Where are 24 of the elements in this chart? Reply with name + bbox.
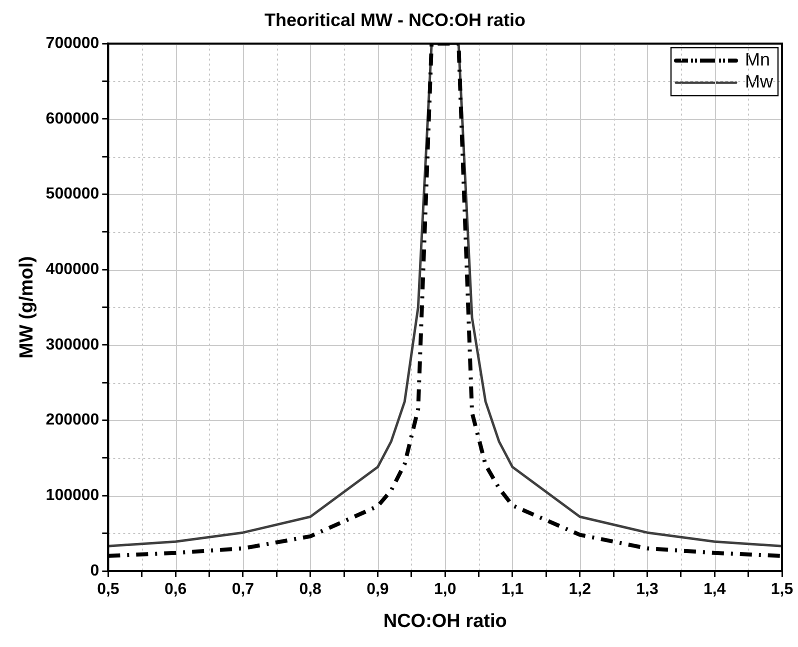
x-tick-label: 1,2	[568, 581, 592, 598]
chart-title: Theoritical MW - NCO:OH ratio	[264, 10, 526, 30]
y-tick-label: 600000	[46, 110, 100, 128]
legend-label: Mw	[745, 72, 774, 92]
legend-label: Mn	[745, 50, 770, 70]
x-axis-title: NCO:OH ratio	[383, 610, 507, 632]
x-tick-label: 0,8	[299, 581, 322, 598]
y-tick-label: 100000	[46, 487, 100, 504]
x-tick-label: 1,4	[703, 581, 726, 598]
y-tick-label: 400000	[46, 261, 100, 278]
y-axis-title: MW (g/mol)	[16, 256, 38, 358]
y-tick-label: 700000	[46, 35, 100, 52]
x-tick-label: 1,5	[770, 581, 794, 598]
x-tick-label: 0,7	[232, 581, 254, 598]
x-tick-label: 0,5	[97, 581, 120, 598]
x-tick-label: 0,9	[366, 581, 389, 598]
y-tick-label: 500000	[46, 186, 100, 203]
y-tick-label: 200000	[46, 412, 100, 429]
y-tick-label: 300000	[46, 336, 100, 354]
x-tick-label: 0,6	[164, 581, 187, 598]
x-tick-label: 1,1	[501, 581, 524, 598]
y-tick-label: 0	[90, 562, 100, 580]
x-tick-label: 1,3	[636, 581, 658, 598]
x-tick-label: 1,0	[434, 581, 456, 598]
